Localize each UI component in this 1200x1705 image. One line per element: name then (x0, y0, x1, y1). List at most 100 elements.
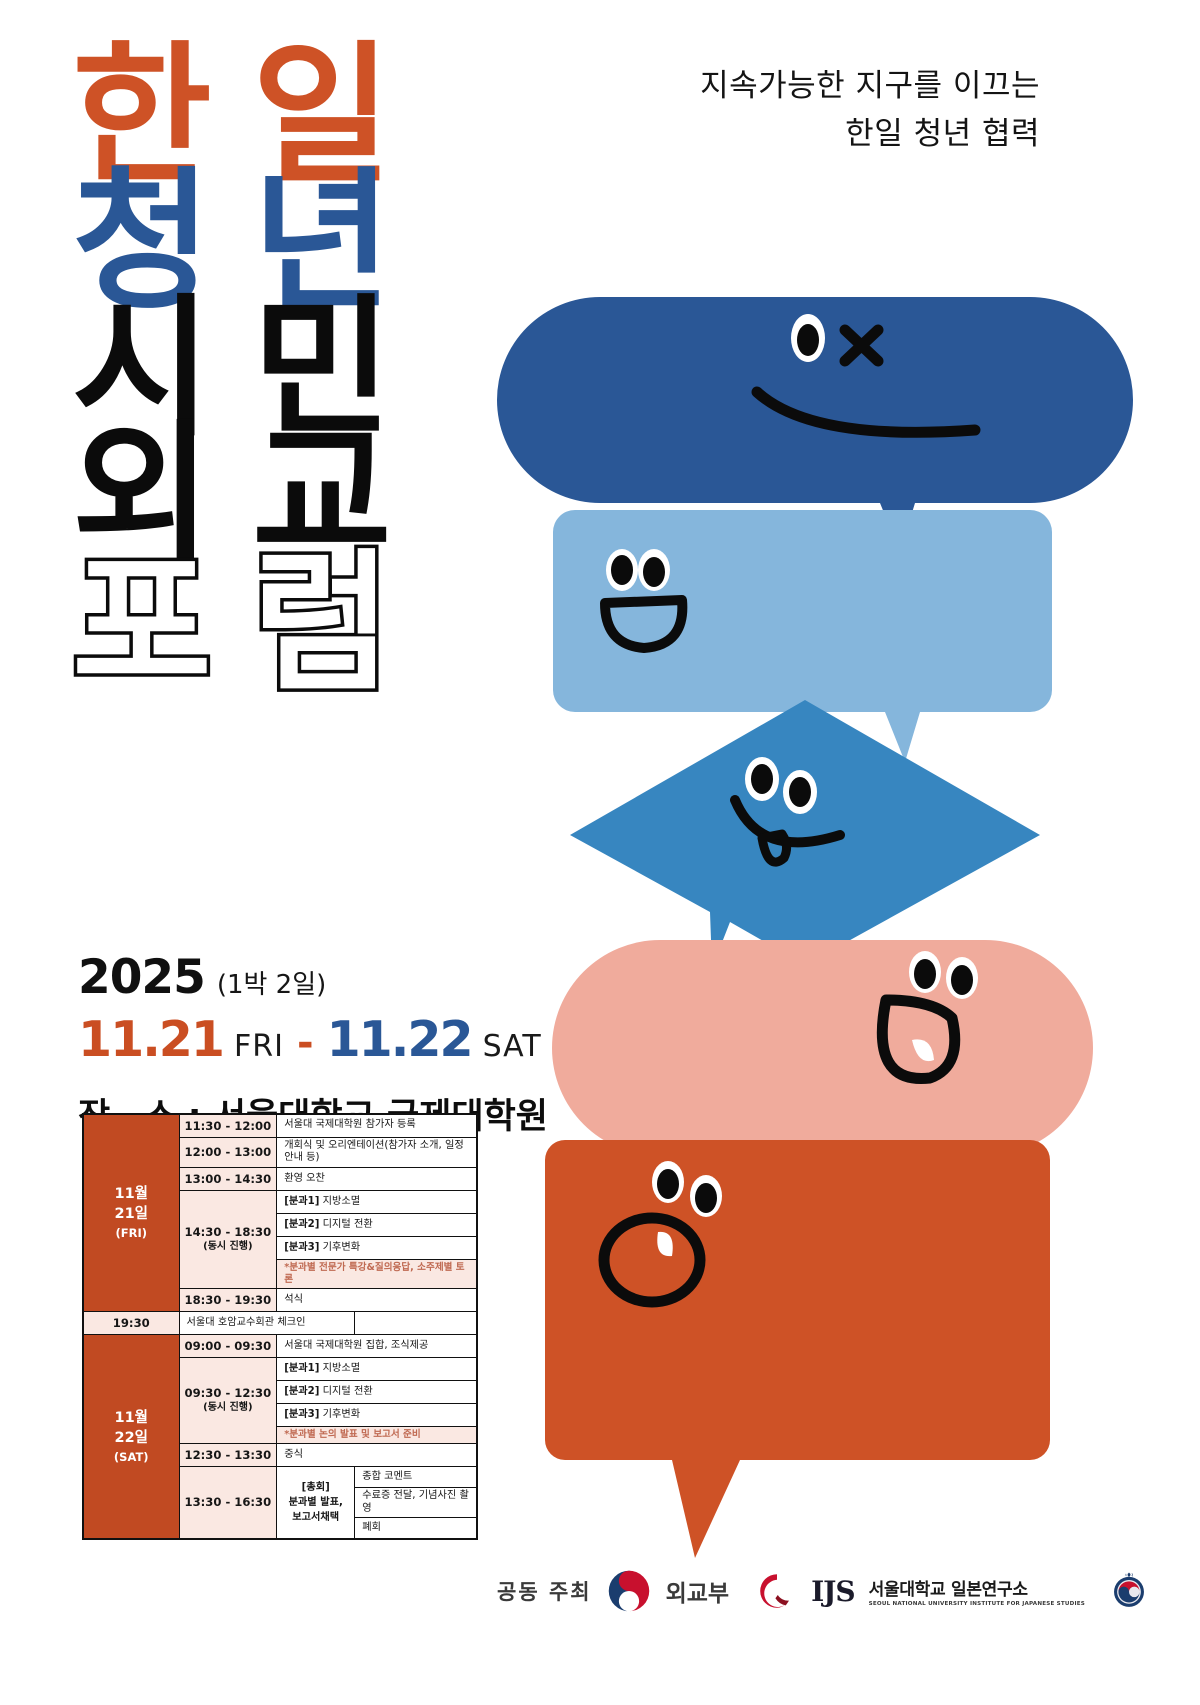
tongue-icon (757, 829, 792, 867)
title-char-si: 시 (72, 279, 212, 457)
eye-icon (745, 757, 779, 801)
day1-month: 11월 (114, 1186, 149, 1203)
table-row: 18:30 - 19:30 석식 (83, 1287, 478, 1312)
session-name: 지방소멸 (319, 1362, 361, 1374)
day1-dow: (FRI) (115, 1226, 147, 1241)
session-tag: [분과3] (284, 1408, 320, 1420)
table-row: 13:00 - 14:30 환영 오찬 (83, 1167, 478, 1191)
event-date-block: 2025 (1박 2일) 11.21 FRI - 11.22 SAT 장 소: … (78, 950, 548, 1139)
plenary-item: 수료증 전달, 기념사진 촬영 (354, 1486, 478, 1519)
ijs-mark-text: IJS (811, 1574, 856, 1608)
event-year: 2025 (78, 950, 206, 1005)
time-cell: 13:00 - 14:30 (178, 1167, 278, 1191)
time-cell: 09:30 - 12:30 (동시 진행) (178, 1356, 278, 1444)
ijs-english-name: SEOUL NATIONAL UNIVERSITY INSTITUTE FOR … (868, 1601, 1085, 1607)
session-name: 디지털 전환 (319, 1218, 373, 1230)
table-row: [분과2] 디지털 전환 (83, 1213, 478, 1237)
date-range-dash: - (296, 1020, 314, 1066)
title-char-po: 포 (69, 534, 216, 712)
schedule-table: 11월 21일 (FRI) 11:30 - 12:00 서울대 국제대학원 참가… (82, 1113, 478, 1540)
time-sub: (동시 진행) (203, 1401, 253, 1413)
tagline-line-2: 한일 청년 협력 (845, 116, 1040, 153)
plenary-subtitle-2: 보고서채택 (292, 1512, 340, 1524)
table-row: 수료증 전달, 기념사진 촬영 (83, 1486, 478, 1519)
bubble-mid-blue (570, 700, 1040, 968)
table-row: [분과2] 디지털 전환 (83, 1379, 478, 1404)
desc-cell: 서울대 호암교수회관 체크인 (178, 1310, 356, 1335)
ijs-name-block: 서울대학교 일본연구소 SEOUL NATIONAL UNIVERSITY IN… (869, 1575, 1085, 1607)
table-row: 19:30 서울대 호암교수회관 체크인 (82, 1310, 477, 1335)
title-char-nyeon: 년 (252, 153, 392, 331)
table-row: 12:30 - 13:30 중식 (83, 1442, 478, 1467)
title-row-3: 시 민 (72, 279, 432, 457)
x-eye-icon (839, 324, 884, 367)
day1-day: 21일 (114, 1206, 149, 1223)
eye-icon (638, 549, 670, 591)
time-cell: 12:00 - 13:00 (178, 1136, 278, 1168)
desc-cell: [분과1] 지방소멸 (276, 1190, 478, 1214)
smile-icon (730, 795, 845, 848)
time-cell: 11:30 - 12:00 (178, 1113, 278, 1138)
laugh-mouth-icon (876, 994, 961, 1085)
svg-text:서울대: 서울대 (1125, 1572, 1134, 1577)
plenary-item: 폐회 (354, 1517, 478, 1540)
bubble-light-blue (553, 510, 1052, 762)
title-char-cheong: 청 (72, 153, 212, 331)
table-row: 12:00 - 13:00 개회식 및 오리엔테이션(참가자 소개, 일정 안내… (83, 1136, 478, 1168)
session-tag: [분과1] (284, 1362, 320, 1374)
table-row: [분과3] 기후변화 (83, 1402, 478, 1427)
title-row-5: 포 럼 (69, 534, 432, 712)
eye-icon (783, 770, 817, 814)
eye-icon (606, 549, 638, 591)
session-tag: [분과2] (284, 1218, 320, 1230)
eye-icon (946, 957, 978, 999)
mofa-label: 외교부 (665, 1581, 730, 1607)
session-tag: [분과2] (284, 1385, 320, 1397)
cohost-label: 공동 주최 (497, 1580, 592, 1604)
end-day-of-week: SAT (482, 1029, 542, 1064)
desc-cell: [분과2] 디지털 전환 (276, 1213, 478, 1237)
plenary-cell: [총회] 분과별 발표, 보고서채택 (276, 1465, 356, 1540)
event-duration: (1박 2일) (216, 970, 327, 1000)
year-line: 2025 (1박 2일) (78, 950, 548, 1005)
bubble-dark-blue (497, 297, 1133, 552)
title-char-oe: 외 (72, 406, 212, 584)
note-cell: *분과별 전문가 특강&질의응답, 소주제별 토론 (276, 1259, 478, 1289)
time-sub: (동시 진행) (203, 1240, 253, 1252)
title-row-4: 외 교 (72, 406, 432, 584)
ijs-korean-name: 서울대학교 일본연구소 (868, 1580, 1028, 1600)
title-char-han: 한 (72, 27, 212, 204)
desc-cell: [분과3] 기후변화 (276, 1236, 478, 1260)
time-main: 14:30 - 18:30 (184, 1225, 272, 1240)
bubble-orange (545, 1140, 1050, 1558)
session-name: 기후변화 (319, 1408, 361, 1420)
table-row: 09:30 - 12:30 (동시 진행) [분과1] 지방소멸 (83, 1356, 478, 1444)
surprised-mouth-icon (598, 1212, 706, 1308)
table-row: 14:30 - 18:30 (동시 진행) [분과1] 지방소멸 (83, 1190, 478, 1289)
day2-month: 11월 (114, 1409, 149, 1426)
open-smile-icon (600, 595, 688, 653)
time-cell: 18:30 - 19:30 (178, 1287, 278, 1312)
eye-icon (909, 951, 941, 993)
desc-cell: 석식 (276, 1287, 478, 1312)
title-char-il: 일 (252, 27, 392, 204)
tagline: 지속가능한 지구를 이끄는 한일 청년 협력 (560, 62, 1040, 158)
title-char-min: 민 (252, 279, 392, 457)
session-name: 기후변화 (319, 1241, 361, 1253)
day-cell-2: 11월 22일 (SAT) (82, 1333, 180, 1540)
title-row-2: 청 년 (72, 153, 432, 331)
time-cell: 19:30 (82, 1310, 180, 1335)
table-row: *분과별 전문가 특강&질의응답, 소주제별 토론 (83, 1259, 478, 1289)
session-tag: [분과1] (284, 1195, 320, 1207)
time-cell: 14:30 - 18:30 (동시 진행) (178, 1190, 278, 1289)
table-row: 11월 21일 (FRI) 11:30 - 12:00 서울대 국제대학원 참가… (82, 1113, 478, 1312)
desc-cell: 서울대 국제대학원 참가자 등록 (276, 1113, 478, 1138)
desc-cell: 중식 (276, 1442, 478, 1467)
ijs-logo-icon (760, 1574, 790, 1608)
eye-icon (652, 1161, 684, 1203)
desc-cell: 환영 오찬 (276, 1167, 478, 1191)
plenary-title: [총회] (301, 1481, 330, 1493)
eye-icon (791, 314, 825, 362)
note-cell: *분과별 논의 발표 및 보고서 준비 (276, 1425, 478, 1444)
